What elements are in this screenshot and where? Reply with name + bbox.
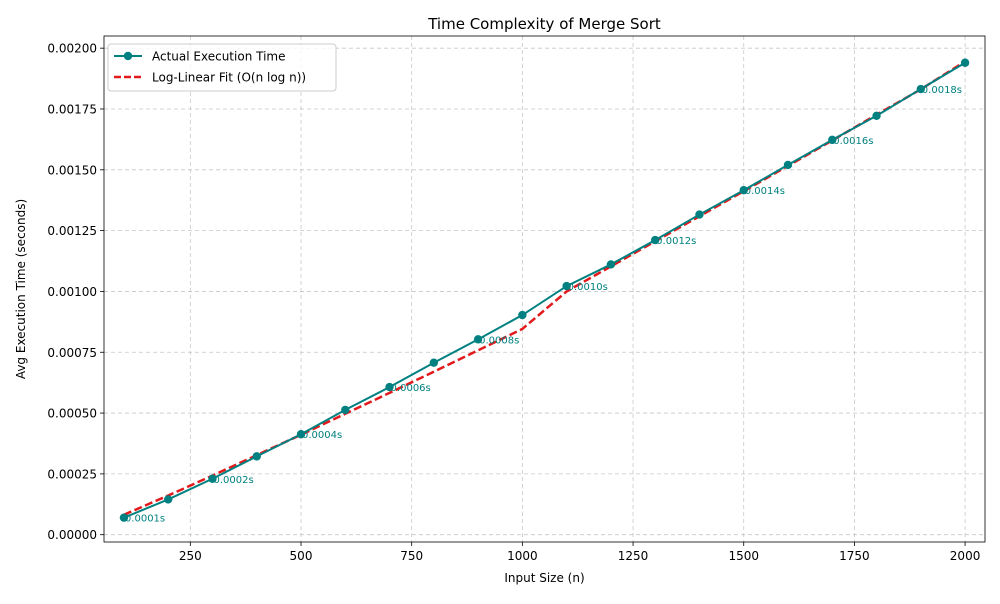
data-label: 0.0018s — [922, 85, 962, 96]
y-tick-label: 0.00125 — [47, 224, 97, 238]
data-label: 0.0008s — [479, 335, 519, 346]
x-tick-label: 500 — [290, 549, 313, 563]
x-tick-label: 1000 — [507, 549, 538, 563]
y-tick-label: 0.00050 — [47, 407, 97, 421]
x-axis-label: Input Size (n) — [504, 571, 584, 585]
data-label: 0.0014s — [745, 186, 785, 197]
data-label: 0.0001s — [125, 514, 165, 525]
actual-series-line — [123, 61, 966, 519]
x-tick-label: 1250 — [618, 549, 649, 563]
data-label: 0.0006s — [391, 383, 431, 394]
actual-data-point — [473, 335, 483, 344]
actual-data-point — [960, 58, 970, 67]
x-tick-label: 2000 — [950, 549, 981, 563]
actual-series-layer — [119, 58, 970, 522]
legend-box — [107, 43, 337, 92]
actual-data-point — [606, 260, 616, 269]
actual-data-point — [163, 495, 173, 504]
actual-data-point — [296, 430, 306, 439]
x-tick-label: 250 — [179, 549, 202, 563]
legend: Actual Execution Time Log-Linear Fit (O(… — [107, 43, 337, 92]
actual-data-point — [739, 186, 748, 195]
actual-data-point — [518, 310, 527, 320]
actual-data-point — [916, 84, 926, 94]
y-tick-label: 0.00100 — [47, 285, 97, 299]
tick-layer: 250 500 750 1000 1250 1500 1750 2000 0.00000 0.00… — [47, 42, 980, 563]
plot-frame — [103, 35, 986, 543]
y-tick-label: 0.00175 — [47, 102, 97, 116]
actual-data-point — [119, 513, 129, 522]
data-label: 0.0012s — [656, 236, 696, 247]
y-tick-label: 0.00000 — [47, 528, 97, 542]
y-tick-label: 0.00200 — [47, 42, 97, 56]
data-label: 0.0010s — [568, 282, 608, 293]
data-label: 0.0016s — [833, 136, 873, 147]
actual-data-point — [429, 358, 439, 367]
y-tick-label: 0.00075 — [47, 346, 97, 360]
legend-marker-actual — [123, 51, 133, 61]
grid-layer — [104, 36, 985, 542]
actual-data-point — [872, 111, 881, 120]
actual-data-point — [562, 281, 571, 291]
data-label: 0.0002s — [213, 475, 253, 486]
actual-data-point — [828, 135, 837, 145]
actual-data-point — [252, 452, 261, 461]
annotation-layer: 0.0001s 0.0002s 0.0004s 0.0006s 0.0008s 0.001… — [125, 85, 962, 525]
x-tick-label: 1500 — [728, 549, 759, 563]
legend-label-actual: Actual Execution Time — [152, 50, 285, 64]
y-tick-label: 0.00025 — [47, 467, 97, 481]
data-label: 0.0004s — [302, 430, 342, 441]
actual-data-point — [783, 160, 793, 170]
legend-label-fit: Log-Linear Fit (O(n log n)) — [152, 71, 306, 85]
actual-data-point — [695, 210, 704, 219]
y-axis-label: Avg Execution Time (seconds) — [14, 199, 28, 379]
actual-data-point — [341, 405, 350, 415]
y-tick-label: 0.00150 — [47, 163, 97, 177]
x-tick-label: 750 — [400, 549, 423, 563]
x-tick-label: 1750 — [839, 549, 870, 563]
chart-title: Time Complexity of Merge Sort — [427, 15, 661, 33]
actual-data-point — [385, 382, 394, 392]
actual-data-point — [208, 474, 217, 483]
actual-data-point — [650, 235, 660, 245]
